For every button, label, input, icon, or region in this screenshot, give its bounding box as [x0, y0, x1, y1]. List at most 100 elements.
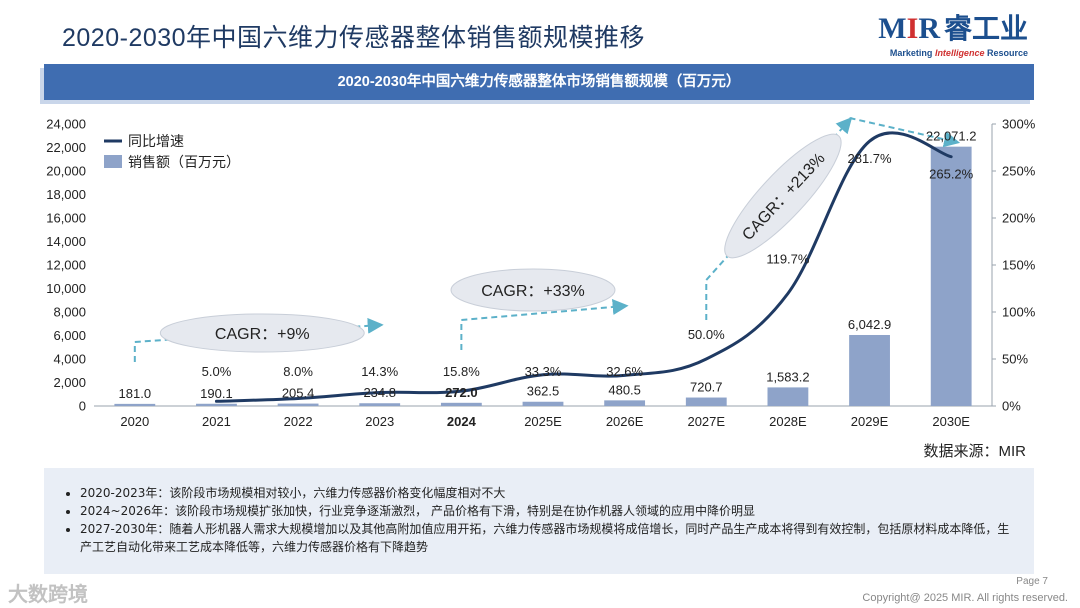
bar	[440, 402, 482, 406]
cagr-arrow-2	[460, 299, 629, 350]
legend-bar-swatch	[104, 155, 122, 168]
cagr-bubble-3	[724, 133, 842, 259]
bar	[930, 146, 972, 407]
cagr-label-2: CAGR：+33%	[481, 283, 585, 300]
y-left-tick-label: 20,000	[46, 164, 86, 179]
growth-value-label: 14.3%	[361, 364, 398, 379]
x-tick-label: 2022	[284, 414, 313, 429]
y-right-tick-label: 150%	[1002, 258, 1036, 273]
cagr-bubble-1	[159, 313, 365, 353]
x-tick-label: 2024	[447, 414, 477, 429]
mir-logo: MIR 睿工业 Marketing Intelligence Resource	[878, 12, 1028, 59]
growth-value-label: 119.7%	[766, 251, 810, 266]
x-tick-label: 2028E	[769, 414, 807, 429]
chart-axes: 0 2,000 4,000 6,000 8,000 10,000 12,000 14,000 1…	[46, 117, 1035, 430]
x-tick-label: 2023	[365, 414, 394, 429]
y-left-tick-label: 14,000	[46, 234, 86, 249]
growth-value-label: 33.3%	[525, 364, 562, 379]
bar	[522, 401, 564, 406]
growth-value-label: 8.0%	[283, 364, 313, 379]
note-item: 2020-2023年：该阶段市场规模相对较小，六维力传感器价格变化幅度相对不大	[80, 484, 1014, 502]
growth-value-label: 50.0%	[688, 327, 725, 342]
y-left-tick-label: 10,000	[46, 281, 86, 296]
bar-value-label: 234.8	[363, 385, 396, 400]
bar	[114, 403, 156, 406]
page-number: Page 7	[1016, 576, 1048, 587]
bar-value-label: 6,042.9	[848, 317, 891, 332]
y-left-tick-label: 18,000	[46, 187, 86, 202]
y-left-tick-label: 8,000	[53, 305, 86, 320]
chart-banner: 2020-2030年中国六维力传感器整体市场销售额规模（百万元）	[44, 64, 1034, 100]
x-tick-label: 2029E	[851, 414, 889, 429]
y-right-tick-label: 50%	[1002, 352, 1028, 367]
bar	[604, 400, 646, 406]
y-left-tick-label: 6,000	[53, 328, 86, 343]
bar-value-label: 190.1	[200, 386, 233, 401]
y-left-tick-label: 22,000	[46, 140, 86, 155]
growth-line	[214, 131, 953, 403]
bar-series	[114, 146, 972, 407]
bar	[767, 387, 809, 406]
logo-letter-i: I	[906, 12, 919, 45]
copyright: Copyright@ 2025 MIR. All rights reserved…	[862, 592, 1068, 604]
logo-sub-right: Resource	[986, 48, 1028, 58]
y-left-tick-label: 2,000	[53, 375, 86, 390]
bar	[849, 334, 890, 406]
x-tick-label: 2021	[202, 414, 231, 429]
logo-chinese: 睿工业	[943, 12, 1028, 45]
y-right-tick-label: 0%	[1002, 399, 1021, 414]
legend-line-label: 同比增速	[128, 133, 184, 149]
cagr-arrows: CAGR：+9% CAGR：+33% CAGR：+213%	[133, 117, 961, 362]
logo-sub-left: Marketing	[889, 48, 933, 58]
y-left-tick-label: 16,000	[46, 211, 86, 226]
notes-box: 2020-2023年：该阶段市场规模相对较小，六维力传感器价格变化幅度相对不大 …	[44, 468, 1034, 574]
y-left-tick-label: 24,000	[46, 117, 86, 132]
cagr-label-1: CAGR：+9%	[215, 326, 310, 343]
data-labels: 181.0 190.1 205.4 234.8 272.0 362.5 480.5 720.7…	[119, 129, 977, 401]
bar-value-label: 480.5	[608, 382, 641, 397]
bar-value-label: 720.7	[690, 380, 723, 395]
growth-value-label: 32.6%	[606, 364, 643, 379]
y-right-tick-label: 250%	[1002, 164, 1036, 179]
note-item: 2024~2026年：该阶段市场规模扩张加快，行业竞争逐渐激烈， 产品价格有下滑…	[80, 502, 1014, 520]
bar	[685, 397, 727, 406]
logo-letter-m: M	[878, 12, 907, 45]
cagr-arrow-3b	[849, 117, 961, 148]
y-right-tick-label: 300%	[1002, 117, 1036, 132]
logo-letter-r: R	[918, 12, 940, 45]
bar-value-label: 181.0	[119, 386, 152, 401]
y-left-tick-label: 4,000	[53, 352, 86, 367]
x-tick-label: 2020	[120, 414, 149, 429]
bar-value-label: 272.0	[445, 385, 478, 400]
y-left-tick-label: 0	[79, 399, 86, 414]
growth-line-series	[214, 131, 953, 403]
y-right-tick-label: 200%	[1002, 211, 1036, 226]
bar	[196, 403, 237, 406]
bar	[359, 403, 401, 406]
data-source: 数据来源：MIR	[923, 443, 1027, 460]
growth-value-label: 15.8%	[443, 364, 480, 379]
page-title: 2020-2030年中国六维力传感器整体销售额规模推移	[62, 24, 646, 52]
growth-value-label: 5.0%	[202, 364, 232, 379]
cagr-bubble-2	[450, 268, 616, 312]
bar-value-label: 205.4	[282, 386, 315, 401]
bar-value-label: 362.5	[527, 384, 560, 399]
x-tick-label: 2027E	[687, 414, 725, 429]
growth-value-label: 265.2%	[929, 167, 974, 182]
bar-value-label: 1,583.2	[766, 369, 809, 384]
bar	[277, 403, 319, 406]
watermark: 大数跨境	[8, 582, 88, 606]
bar-value-label: 22,071.2	[926, 129, 977, 144]
y-left-tick-label: 12,000	[46, 258, 86, 273]
note-item: 2027-2030年：随着人形机器人需求大规模增加以及其他高附加值应用开拓，六维…	[80, 520, 1014, 556]
cagr-bubble-group-3: CAGR：+213%	[724, 133, 842, 259]
logo-sub-mid: Intelligence	[934, 48, 985, 58]
x-tick-label: 2025E	[524, 414, 562, 429]
x-tick-label: 2030E	[932, 414, 970, 429]
y-right-tick-label: 100%	[1002, 305, 1036, 320]
legend-bar-label: 销售额（百万元）	[128, 154, 240, 170]
x-tick-label: 2026E	[606, 414, 644, 429]
growth-value-label: 281.7%	[847, 151, 892, 166]
